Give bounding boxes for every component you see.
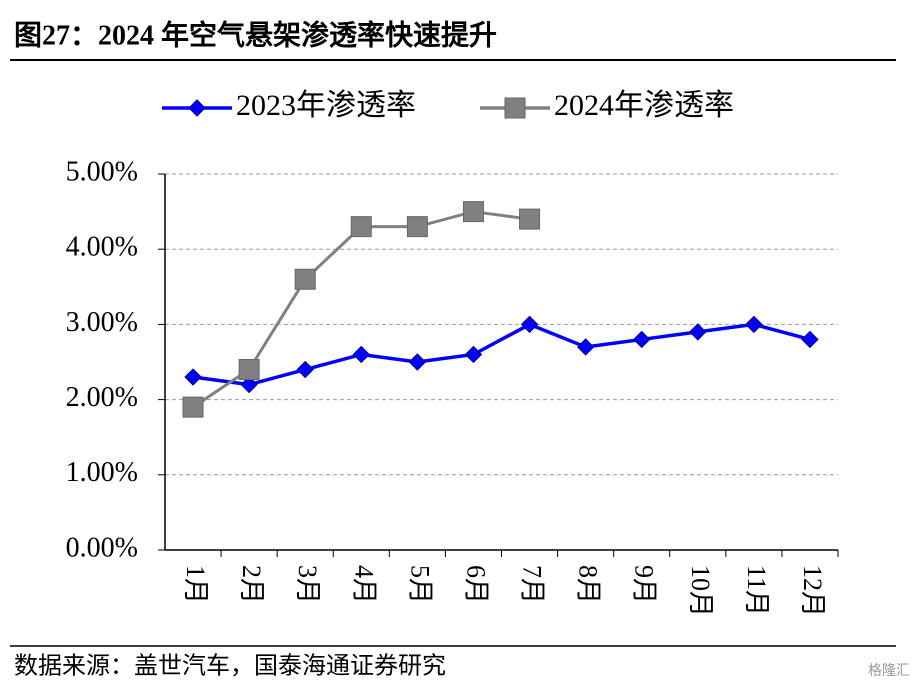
point [520, 315, 539, 334]
x-tick-label: 10月 [686, 565, 715, 617]
x-tick-label: 2月 [237, 565, 266, 604]
watermark: 格隆汇 [868, 663, 910, 679]
y-tick-label: 0.00% [66, 532, 138, 563]
point [633, 330, 651, 349]
point [240, 375, 258, 394]
chart-title: 图27：2024 年空气悬架渗透率快速提升 [14, 18, 497, 51]
legend-marker [504, 97, 526, 119]
point [464, 345, 483, 364]
x-tick-label: 3月 [293, 565, 322, 604]
point [519, 208, 541, 230]
legend-label: 2023年渗透率 [236, 89, 416, 122]
point [350, 216, 372, 238]
point [576, 338, 595, 356]
legend-label: 2024年渗透率 [554, 89, 734, 122]
point [745, 315, 763, 334]
point [352, 345, 370, 364]
y-tick-label: 2.00% [66, 382, 138, 413]
x-tick-label: 8月 [574, 565, 603, 604]
x-tick-label: 11月 [742, 565, 771, 616]
x-tick-label: 7月 [518, 565, 547, 604]
x-tick-label: 5月 [405, 565, 434, 604]
x-tick-label: 4月 [349, 565, 378, 604]
point [408, 353, 427, 371]
point [689, 323, 707, 341]
point [184, 368, 202, 386]
point [296, 360, 314, 379]
point [182, 396, 204, 418]
x-tick-label: 1月 [181, 565, 210, 604]
x-tick-label: 9月 [630, 565, 659, 604]
series-line [192, 322, 811, 387]
point [294, 268, 316, 290]
y-tick-label: 1.00% [66, 457, 138, 488]
y-tick-label: 3.00% [66, 307, 138, 338]
point [462, 201, 484, 223]
y-tick-label: 5.00% [66, 156, 138, 187]
source: 数据来源：盖世汽车，国泰海通证券研究 [14, 653, 446, 680]
point [801, 330, 819, 349]
point [406, 216, 428, 238]
y-tick-label: 4.00% [66, 232, 138, 263]
x-tick-label: 6月 [461, 565, 490, 604]
point [238, 359, 260, 381]
legend-marker [188, 99, 206, 117]
x-tick-label: 12月 [798, 565, 827, 617]
